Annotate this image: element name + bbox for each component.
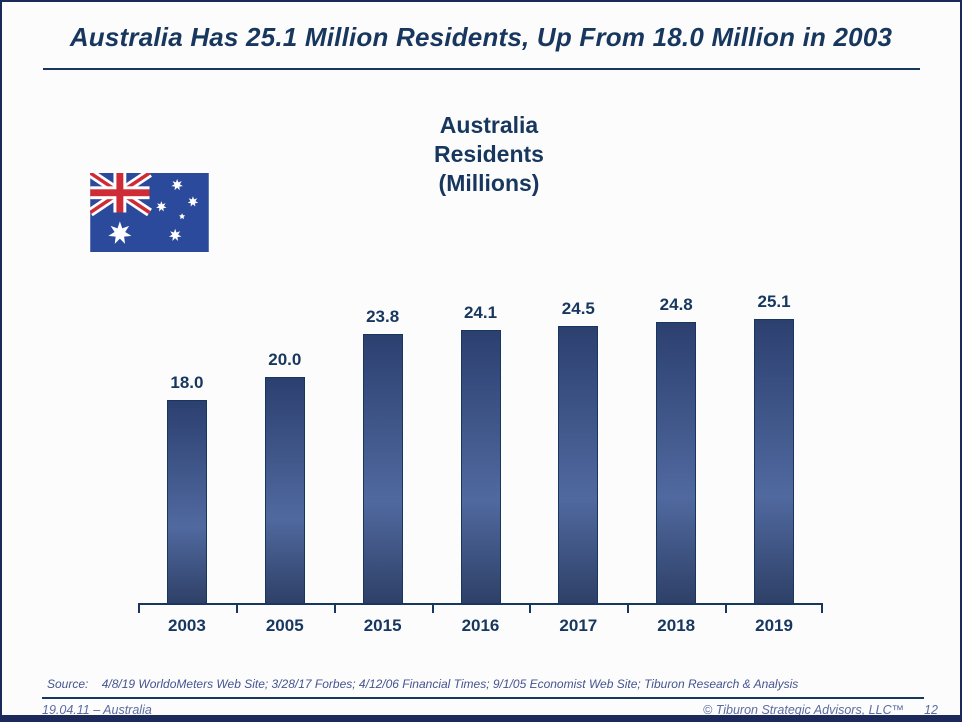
bar [166,400,207,605]
x-axis-category-label: 2015 [363,616,402,635]
commonwealth-star [108,221,132,244]
source-line: Source: 4/8/19 WorldoMeters Web Site; 3/… [47,677,799,691]
bar [754,319,795,605]
x-axis-category-label: 2016 [461,616,500,635]
slide-title: Australia Has 25.1 Million Residents, Up… [69,22,893,52]
bar-value-label: 24.1 [463,303,498,322]
star-beta-crucis [156,201,167,212]
x-axis-tick [821,605,823,613]
union-jack [90,173,152,217]
footer-date-label: 19.04.11 – Australia [42,703,152,717]
x-axis-tick [138,605,140,613]
flag-stars [108,178,199,244]
footer-right-group: © Tiburon Strategic Advisors, LLC™ 12 [703,703,938,717]
chart-title: Australia Residents (Millions) [434,112,544,196]
star-epsilon-crucis [178,213,186,220]
star-delta-crucis [187,196,199,207]
australia-flag-icon [90,173,209,252]
bar-value-label: 24.5 [561,299,595,318]
x-axis-tick [334,605,336,613]
title-divider [43,68,920,70]
bar [264,377,305,605]
australia-flag-image [90,173,209,252]
bar-value-label: 25.1 [757,292,791,311]
x-axis-category-label: 2005 [265,616,304,635]
bottom-accent-bar [2,715,960,720]
x-axis-category-label: 2019 [755,616,793,635]
x-axis-category-label: 2017 [559,616,598,635]
footer: 19.04.11 – Australia © Tiburon Strategic… [42,703,938,717]
plot-area: 18.0 2003 20.0 2005 23.8 2015 24.1 2016 24.5 2017… [138,292,823,635]
x-axis-category-label: 2003 [168,616,206,635]
bar-value-label: 23.8 [366,307,400,326]
bar [362,334,403,605]
page-number: 12 [924,703,938,717]
bar-value-label: 18.0 [170,373,204,392]
bar-value-label: 24.8 [659,295,693,314]
footer-copyright: © Tiburon Strategic Advisors, LLC™ [703,703,905,717]
x-axis-tick [529,605,531,613]
bar [460,330,501,605]
bar [558,326,599,605]
bar [656,322,697,605]
footer-divider [42,697,924,699]
x-axis-category-label: 2018 [657,616,696,635]
x-axis-tick [432,605,434,613]
bar-value-label: 20.0 [268,350,302,369]
star-alpha-crucis [168,228,182,241]
star-gamma-crucis [171,178,183,191]
x-axis-tick [725,605,727,613]
x-axis-tick [627,605,629,613]
x-axis-tick [236,605,238,613]
x-axis-line [138,603,823,605]
